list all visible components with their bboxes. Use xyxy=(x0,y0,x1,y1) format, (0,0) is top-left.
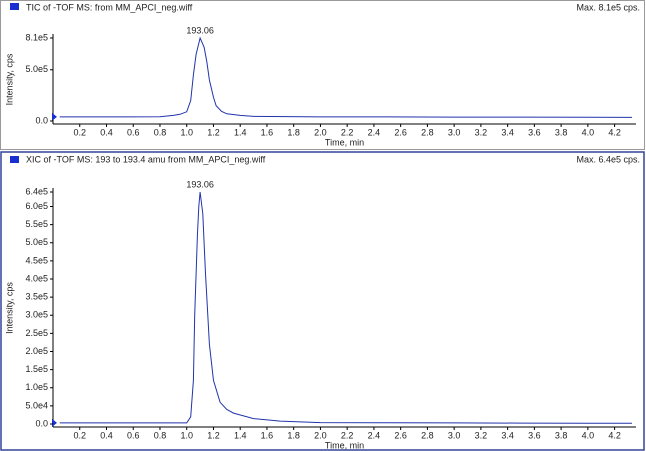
panel-frame xyxy=(0,0,645,150)
x-tick-label: 2.4 xyxy=(368,430,381,440)
max-intensity: Max. 6.4e5 cps. xyxy=(576,154,640,164)
x-axis-label: Time, min xyxy=(325,137,364,147)
x-tick-label: 0.4 xyxy=(100,430,113,440)
x-tick-label: 3.0 xyxy=(448,430,461,440)
panel-title: XIC of -TOF MS: 193 to 193.4 amu from MM… xyxy=(26,154,266,164)
x-tick-label: 4.2 xyxy=(608,127,621,137)
x-tick-label: 1.4 xyxy=(234,127,247,137)
trace xyxy=(59,36,633,118)
x-tick-label: 0.2 xyxy=(73,127,86,137)
x-tick-label: 1.4 xyxy=(234,430,247,440)
x-tick-label: 3.6 xyxy=(528,430,541,440)
x-tick-label: 3.0 xyxy=(448,127,461,137)
y-axis-label: Intensity, cps xyxy=(4,53,14,105)
axis-marker xyxy=(52,112,57,121)
x-tick-label: 3.8 xyxy=(555,127,568,137)
x-tick-label: 1.2 xyxy=(207,430,220,440)
x-tick-label: 2.6 xyxy=(394,127,407,137)
x-tick-label: 2.2 xyxy=(341,430,354,440)
x-tick-label: 3.2 xyxy=(475,430,488,440)
x-tick-label: 1.0 xyxy=(180,127,193,137)
x-tick-label: 2.2 xyxy=(341,127,354,137)
y-tick-label: 0.0 xyxy=(35,418,48,428)
y-tick-label: 8.1e5 xyxy=(25,32,48,42)
x-tick-label: 1.8 xyxy=(287,127,300,137)
y-tick-label: 6.4e5 xyxy=(25,186,48,196)
y-tick-label: 3.0e5 xyxy=(25,310,48,320)
x-tick-label: 1.6 xyxy=(261,127,274,137)
x-tick-label: 4.2 xyxy=(608,430,621,440)
panel-frame xyxy=(0,151,645,451)
panel-icon xyxy=(10,156,19,163)
x-tick-label: 1.0 xyxy=(180,430,193,440)
x-tick-label: 2.4 xyxy=(368,127,381,137)
trace xyxy=(59,191,632,424)
y-tick-label: 5.5e5 xyxy=(25,219,48,229)
y-tick-label: 5.0e5 xyxy=(25,237,48,247)
x-tick-label: 0.2 xyxy=(73,430,86,440)
y-tick-label: 2.0e5 xyxy=(25,346,48,356)
x-tick-label: 2.0 xyxy=(314,127,327,137)
x-tick-label: 2.8 xyxy=(421,430,434,440)
y-tick-label: 3.5e5 xyxy=(25,292,48,302)
y-tick-label: 1.0e5 xyxy=(25,382,48,392)
panel-icon xyxy=(10,3,19,10)
y-tick-label: 5.0e4 xyxy=(25,400,48,410)
x-tick-label: 3.4 xyxy=(501,127,514,137)
x-tick-label: 4.0 xyxy=(582,127,595,137)
y-tick-label: 5.0e5 xyxy=(25,64,48,74)
y-tick-label: 6.0e5 xyxy=(25,201,48,211)
panel-title: TIC of -TOF MS: from MM_APCI_neg.wiff xyxy=(26,2,193,12)
x-tick-label: 4.0 xyxy=(582,430,595,440)
peak-label: 193.06 xyxy=(186,25,214,35)
y-tick-label: 1.5e5 xyxy=(25,364,48,374)
max-intensity: Max. 8.1e5 cps. xyxy=(576,2,640,12)
peak-label: 193.06 xyxy=(186,179,214,189)
x-tick-label: 0.6 xyxy=(127,127,140,137)
x-tick-label: 3.4 xyxy=(501,430,514,440)
x-tick-label: 2.6 xyxy=(394,430,407,440)
x-axis-label: Time, min xyxy=(325,440,364,450)
x-tick-label: 1.8 xyxy=(287,430,300,440)
x-tick-label: 2.8 xyxy=(421,127,434,137)
x-tick-label: 1.2 xyxy=(207,127,220,137)
x-tick-label: 0.8 xyxy=(154,127,167,137)
y-tick-label: 4.5e5 xyxy=(25,255,48,265)
y-tick-label: 0.0 xyxy=(35,115,48,125)
x-tick-label: 2.0 xyxy=(314,430,327,440)
x-tick-label: 1.6 xyxy=(261,430,274,440)
x-tick-label: 3.8 xyxy=(555,430,568,440)
x-tick-label: 0.4 xyxy=(100,127,113,137)
y-axis-label: Intensity, cps xyxy=(4,282,14,334)
x-tick-label: 3.6 xyxy=(528,127,541,137)
x-tick-label: 0.8 xyxy=(154,430,167,440)
axis-marker xyxy=(52,418,57,427)
y-tick-label: 4.0e5 xyxy=(25,273,48,283)
x-tick-label: 3.2 xyxy=(475,127,488,137)
y-tick-label: 2.5e5 xyxy=(25,328,48,338)
x-tick-label: 0.6 xyxy=(127,430,140,440)
